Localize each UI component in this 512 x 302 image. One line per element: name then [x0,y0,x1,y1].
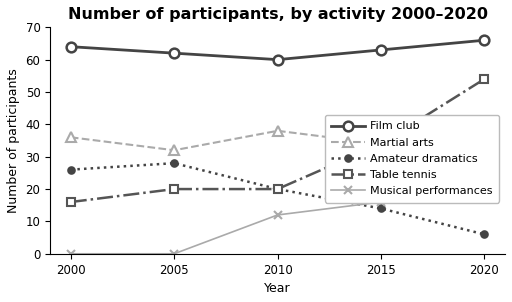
Table tennis [378,142,384,146]
Musical performances [481,191,487,194]
Amateur dramatics [68,168,74,172]
Amateur dramatics [481,233,487,236]
Musical performances [274,213,281,217]
Table tennis [171,187,177,191]
Line: Martial arts: Martial arts [66,126,489,155]
Amateur dramatics [274,187,281,191]
Y-axis label: Number of participants: Number of participants [7,68,20,213]
Table tennis [68,200,74,204]
Amateur dramatics [378,207,384,210]
Line: Amateur dramatics: Amateur dramatics [67,160,488,238]
Line: Table tennis: Table tennis [67,75,488,206]
Line: Film club: Film club [66,35,489,65]
Table tennis [481,77,487,81]
Musical performances [171,252,177,255]
Martial arts [481,136,487,139]
Amateur dramatics [171,161,177,165]
Musical performances [68,252,74,255]
X-axis label: Year: Year [264,282,291,295]
Martial arts [274,129,281,133]
Film club [171,51,177,55]
Legend: Film club, Martial arts, Amateur dramatics, Table tennis, Musical performances: Film club, Martial arts, Amateur dramati… [325,115,500,203]
Martial arts [171,148,177,152]
Film club [274,58,281,61]
Table tennis [274,187,281,191]
Line: Musical performances: Musical performances [67,188,488,258]
Musical performances [378,200,384,204]
Film club [481,38,487,42]
Film club [378,48,384,52]
Film club [68,45,74,49]
Title: Number of participants, by activity 2000–2020: Number of participants, by activity 2000… [68,7,487,22]
Martial arts [378,142,384,146]
Martial arts [68,136,74,139]
